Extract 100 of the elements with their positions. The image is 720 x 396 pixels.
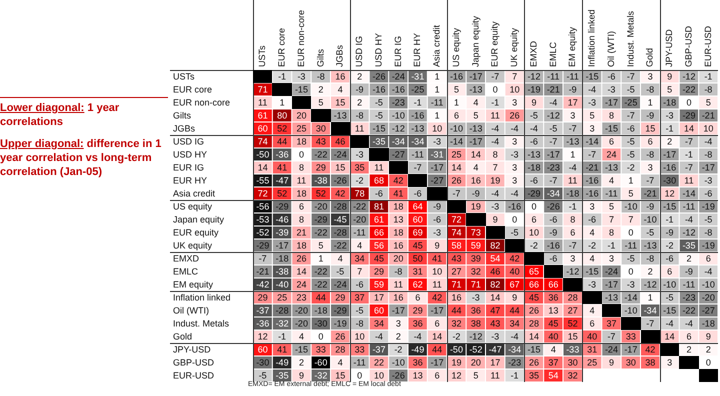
- data-label: -7: [588, 149, 596, 160]
- data-label: 10: [703, 123, 714, 134]
- data-label: 72: [258, 188, 268, 198]
- data-label: -19: [702, 201, 715, 212]
- y-tick-label: Oil (WTI): [173, 305, 209, 316]
- data-label: -25: [624, 97, 638, 108]
- data-label: 28: [528, 318, 539, 328]
- data-label: -5: [646, 227, 654, 238]
- data-label: -47: [276, 175, 289, 186]
- data-label: -14: [624, 292, 638, 302]
- data-label: 19: [451, 357, 462, 368]
- data-label: -7: [684, 162, 693, 172]
- data-label: 18: [393, 201, 404, 212]
- x-tick-label: Gold: [644, 48, 655, 67]
- data-label: -29: [682, 110, 696, 120]
- data-label: -36: [276, 149, 289, 160]
- data-label: 3: [648, 71, 653, 82]
- data-label: 1: [318, 253, 324, 264]
- data-label: 6: [434, 318, 440, 328]
- data-label: -2: [666, 240, 674, 250]
- data-label: -10: [624, 305, 638, 316]
- data-label: 35: [354, 162, 365, 172]
- data-label: 5: [473, 370, 478, 380]
- data-label: 4: [590, 227, 595, 238]
- data-label: -32: [314, 370, 328, 380]
- data-label: -6: [530, 136, 538, 146]
- data-label: -18: [314, 305, 328, 316]
- data-label: -16: [546, 240, 560, 250]
- x-tick-label: US equity: [450, 27, 461, 67]
- data-label: 0: [512, 214, 518, 224]
- data-label: -19: [702, 240, 715, 250]
- data-label: 45: [548, 318, 558, 328]
- data-label: -2: [530, 240, 538, 250]
- data-label: -26: [372, 71, 386, 82]
- data-label: 36: [412, 357, 423, 368]
- data-label: -30: [256, 357, 270, 368]
- data-label: 15: [335, 162, 346, 172]
- y-tick-label: EM equity: [173, 279, 214, 290]
- data-label: 82: [490, 240, 500, 250]
- data-label: 11: [490, 110, 500, 120]
- data-label: -42: [256, 279, 270, 290]
- data-label: 6: [531, 214, 536, 224]
- data-label: -16: [392, 84, 405, 94]
- data-label: -36: [256, 318, 270, 328]
- y-tick-label: JPY-USD: [173, 344, 212, 354]
- y-tick-label: US equity: [173, 201, 213, 212]
- data-label: -12: [527, 71, 540, 82]
- data-label: -7: [646, 318, 654, 328]
- data-label: -17: [276, 240, 289, 250]
- data-label: 11: [568, 175, 578, 186]
- data-label: -38: [314, 175, 328, 186]
- data-label: -9: [666, 227, 674, 238]
- data-label: 33: [354, 344, 365, 354]
- data-label: 44: [432, 344, 442, 354]
- x-tick-label: EUR HY: [412, 32, 422, 67]
- data-label: -15: [604, 123, 618, 134]
- data-label: 4: [608, 175, 614, 186]
- text: Upper diagonal: difference in 1 year correlation vs long-term correlation (Jan-05): [0, 137, 162, 179]
- x-tick-label: UK equity: [509, 27, 520, 67]
- data-label: 45: [374, 253, 384, 264]
- data-label: -23: [546, 162, 560, 172]
- data-label: 45: [412, 240, 423, 250]
- data-label: -52: [469, 344, 482, 354]
- data-label: 34: [354, 253, 365, 264]
- data-label: -4: [666, 318, 674, 328]
- data-label: -11: [682, 279, 696, 290]
- data-label: -5: [374, 97, 383, 108]
- data-label: 60: [258, 123, 268, 134]
- y-tick-label: EUR core: [173, 84, 212, 94]
- data-label: 44: [510, 305, 520, 316]
- data-label: -5: [666, 292, 674, 302]
- data-label: -2: [588, 240, 596, 250]
- data-label: -10: [392, 110, 405, 120]
- data-label: 42: [335, 188, 346, 198]
- data-label: -16: [450, 71, 463, 82]
- data-label: -22: [314, 266, 328, 276]
- x-tick-label: Oil (WTI): [606, 31, 616, 67]
- data-label: -22: [314, 227, 328, 238]
- data-label: -4: [588, 84, 596, 94]
- data-label: -1: [510, 370, 519, 380]
- data-label: -12: [682, 227, 696, 238]
- data-label: 1: [628, 175, 634, 186]
- data-label: 14: [258, 162, 268, 172]
- data-label: 14: [490, 292, 500, 302]
- data-label: -5: [356, 305, 364, 316]
- data-label: 5: [667, 84, 672, 94]
- data-label: -52: [256, 227, 270, 238]
- y-tick-label: EUR equity: [173, 227, 220, 238]
- data-label: 9: [706, 331, 711, 342]
- data-label: 16: [393, 292, 404, 302]
- data-label: 66: [374, 227, 384, 238]
- data-label: 47: [490, 305, 500, 316]
- data-label: -9: [433, 201, 442, 212]
- data-label: 0: [531, 201, 536, 212]
- data-label: -24: [392, 71, 405, 82]
- data-label: 44: [316, 292, 326, 302]
- data-label: -9: [646, 201, 654, 212]
- data-label: 61: [374, 214, 384, 224]
- data-label: -29: [334, 305, 347, 316]
- data-label: 3: [512, 136, 518, 146]
